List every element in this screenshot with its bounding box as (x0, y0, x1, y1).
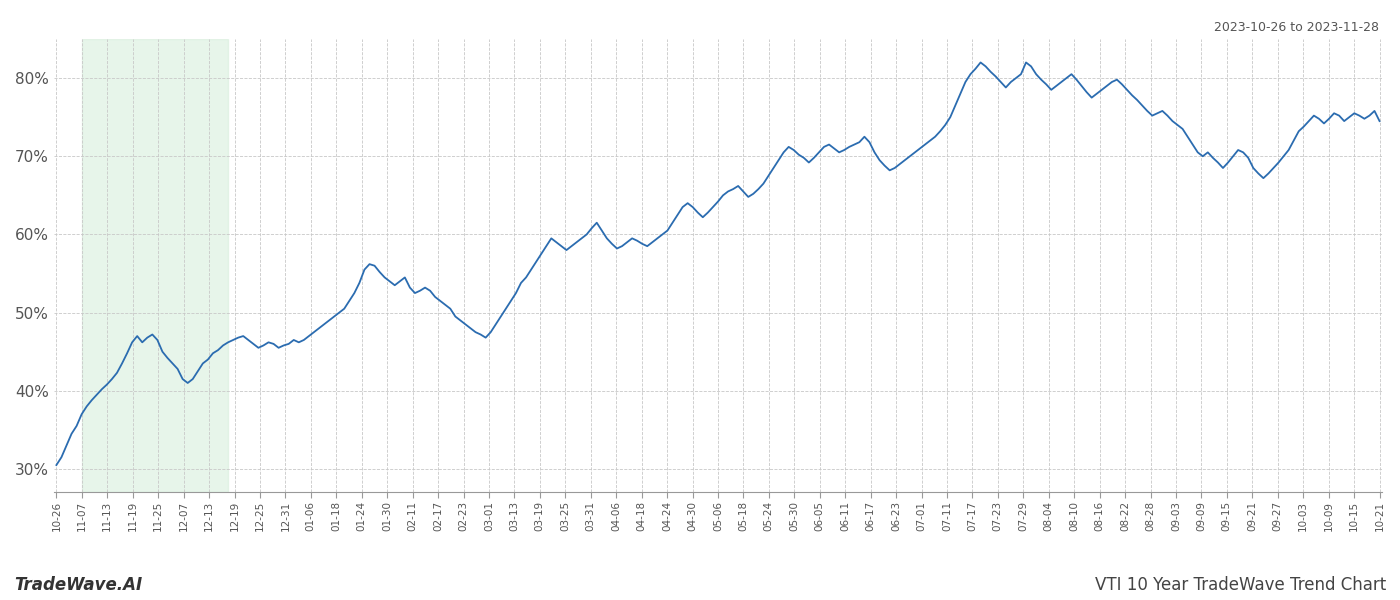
Text: 2023-10-26 to 2023-11-28: 2023-10-26 to 2023-11-28 (1214, 21, 1379, 34)
Text: VTI 10 Year TradeWave Trend Chart: VTI 10 Year TradeWave Trend Chart (1095, 576, 1386, 594)
Bar (81, 39, 228, 493)
Text: TradeWave.AI: TradeWave.AI (14, 576, 143, 594)
